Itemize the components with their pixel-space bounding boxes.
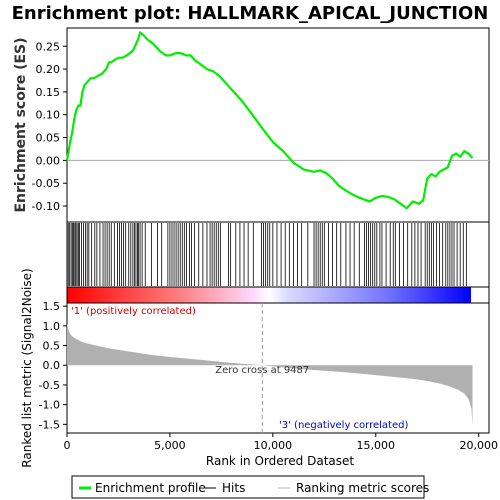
x-tick-label: 15,000	[357, 439, 396, 452]
es-y-tick-label: 0.05	[36, 132, 61, 145]
hits-panel	[66, 221, 490, 288]
ranked-metric-fill	[67, 323, 473, 427]
metric-y-tick-label: 0.5	[43, 340, 61, 353]
chart-title: Enrichment plot: HALLMARK_APICAL_JUNCTIO…	[12, 3, 489, 24]
x-axis-label: Rank in Ordered Dataset	[206, 454, 354, 468]
metric-y-tick-label: 1.0	[43, 320, 61, 333]
es-y-tick-label: 0.00	[36, 154, 61, 167]
metric-y-tick-label: -1.0	[39, 399, 60, 412]
rank-color-bar	[67, 287, 471, 303]
x-tick-label: 5,000	[154, 439, 186, 452]
legend-hits-label: Hits	[222, 481, 245, 495]
x-tick-label: 20,000	[459, 439, 498, 452]
es-y-tick-label: -0.10	[32, 200, 60, 213]
negative-correlated-label: '3' (negatively correlated)	[279, 420, 408, 431]
hit-marks	[67, 223, 467, 286]
metric-y-tick-label: 1.5	[43, 300, 61, 313]
es-y-tick-label: 0.15	[36, 86, 61, 99]
es-y-tick-label: -0.05	[32, 177, 60, 190]
metric-y-axis-label: Ranked list metric (Signal2Noise)	[20, 268, 34, 467]
metric-y-tick-label: -1.5	[39, 418, 60, 431]
enrichment-panel	[66, 27, 490, 223]
es-y-axis-label: Enrichment score (ES)	[13, 37, 29, 212]
metric-y-tick-label: 0.0	[43, 359, 61, 372]
es-y-ticks: -0.10 -0.05 0.00 0.05 0.10 0.15 0.20 0.25	[32, 40, 67, 213]
metric-y-ticks: -1.5 -1.0 -0.5 0.0 0.5 1.0 1.5	[39, 300, 67, 431]
enrichment-line	[65, 30, 474, 210]
es-y-tick-label: 0.25	[36, 40, 61, 53]
enrichment-profile-line	[65, 30, 474, 210]
legend-metric-label: Ranking metric scores	[296, 481, 429, 495]
legend-frame	[71, 475, 425, 499]
es-y-tick-label: 0.20	[36, 63, 61, 76]
metric-y-tick-label: -0.5	[39, 379, 60, 392]
x-tick-label: 10,000	[254, 439, 293, 452]
positive-correlated-label: '1' (positively correlated)	[71, 306, 196, 317]
x-tick-label: 0	[64, 439, 71, 452]
metric-x-ticks: 0 5,000 10,000 15,000 20,000	[64, 433, 498, 452]
legend-enrichment-label: Enrichment profile	[95, 481, 206, 495]
ranked-metric-area	[67, 303, 473, 433]
zero-cross-label: Zero cross at 9487	[215, 365, 309, 376]
es-y-tick-label: 0.10	[36, 109, 61, 122]
legend: Enrichment profile Hits Ranking metric s…	[71, 475, 429, 499]
